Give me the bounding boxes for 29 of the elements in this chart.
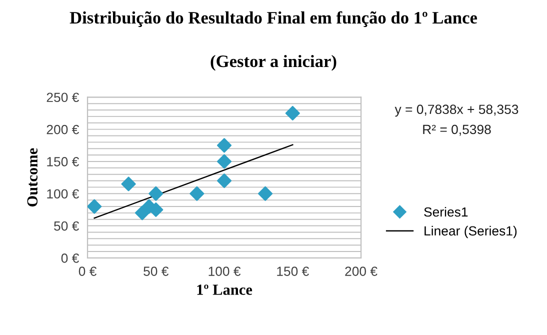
point [216, 154, 232, 169]
y-tick-label: 0 € [61, 254, 79, 263]
point [258, 186, 273, 201]
y-axis-title: Outcome [27, 148, 38, 206]
point [148, 186, 164, 201]
point [190, 186, 204, 201]
y-tick-label: 200 € [46, 124, 80, 134]
y-tick-label: 50 € [54, 221, 80, 231]
x-axis-title: 1º Lance [197, 284, 252, 295]
chart-subtitle: (Gestor a iniciar) [210, 54, 336, 71]
point [121, 176, 136, 192]
x-tick-label: 150 € [277, 266, 309, 276]
y-tick-label: 250 € [46, 92, 80, 102]
x-tick-label: 200 € [345, 266, 378, 276]
point [88, 199, 102, 214]
text: R² = 0,5398 [423, 124, 491, 136]
x-tick-label: 50 € [144, 266, 169, 276]
text: y = 0,7838x + 58,353 [394, 104, 518, 117]
x-tick-label: 100 € [208, 266, 241, 276]
point [216, 173, 232, 188]
legend-label: Series1 [424, 206, 468, 217]
chart-title: Distribuição do Resultado Final em função do 1º Lance [70, 11, 478, 28]
point [285, 106, 300, 121]
x-tick-label: 0 € [78, 266, 97, 276]
y-tick-label: 150 € [47, 157, 80, 166]
legend-label: Linear (Series1) [424, 226, 517, 238]
point [148, 202, 164, 217]
point [216, 138, 232, 153]
y-tick-label: 100 € [47, 189, 80, 199]
